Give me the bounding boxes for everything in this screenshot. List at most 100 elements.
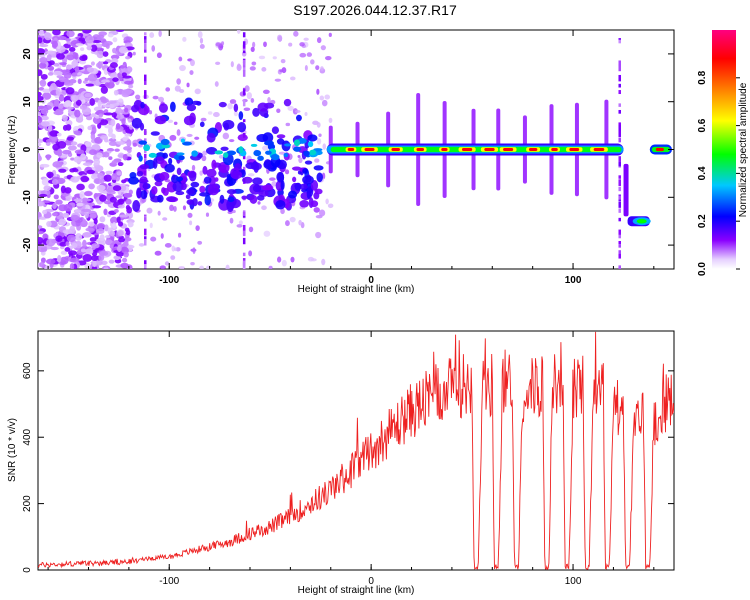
heatmap-cell [100,85,108,94]
heatmap-cell [593,148,605,151]
heatmap-cell [97,223,106,229]
heatmap-cell [250,46,255,52]
heatmap-cell [104,125,114,129]
heatmap-cell [618,138,621,143]
heatmap-cell [74,65,80,74]
heatmap-cell [298,157,303,164]
heatmap-cell [91,266,98,269]
heatmap-cell [215,61,221,66]
heatmap-cell [57,255,62,263]
heatmap-cell [292,176,297,183]
heatmap-cell [39,79,47,87]
heatmap-cell [38,86,45,91]
heatmap-cell [461,148,473,151]
heatmap-cell [123,89,134,94]
heatmap-cell [41,115,49,121]
heatmap-cell [90,113,97,118]
heatmap-cell [75,43,84,47]
heatmap-cell [278,151,286,155]
heatmap-cell [135,94,141,100]
y-tick-label: 200 [22,495,33,512]
heatmap-cell [115,113,125,120]
heatmap-cell [276,34,283,42]
heatmap-cell [85,83,94,87]
heatmap-cell [131,104,140,113]
heatmap-cell [56,132,62,137]
heatmap-cell [61,114,68,122]
heatmap-cell [98,113,104,118]
heatmap-cell [90,255,99,262]
heatmap-cell [180,182,187,191]
heatmap-cell [206,168,217,178]
heatmap-cell [123,240,129,248]
heatmap-cell [206,147,218,155]
heatmap-cell [316,122,321,128]
heatmap-cell [197,31,203,38]
heatmap-cell [175,190,185,196]
heatmap-cell [143,182,149,190]
heatmap-cell [315,231,322,239]
heatmap-cell [242,32,246,38]
spectrogram-ylabel: Frequency (Hz) [7,116,18,185]
heatmap-cell [66,234,76,243]
heatmap-cell [192,247,196,254]
heatmap-cell [220,146,229,151]
heatmap-cell [272,56,277,60]
heatmap-cell [287,190,298,199]
heatmap-cell [140,101,145,109]
heatmap-cell [64,247,71,252]
heatmap-cell [38,200,45,207]
heatmap-cell [262,145,269,151]
heatmap-cell [58,104,64,109]
heatmap-cell [251,61,257,66]
heatmap-cell [38,111,42,117]
heatmap-cell [53,194,59,200]
heatmap-cell [52,161,63,168]
heatmap-cell [38,95,44,102]
heatmap-cell [102,104,112,108]
heatmap-cell [93,218,98,225]
heatmap-cell [324,94,331,100]
heatmap-cell [52,70,63,76]
heatmap-cell [271,126,280,135]
heatmap-cell [205,212,210,217]
heatmap-cell [225,264,230,269]
heatmap-cell [294,182,302,191]
heatmap-cell [159,265,166,269]
heatmap-cell [203,176,212,184]
heatmap-cell [99,250,109,256]
heatmap-cell [160,233,164,239]
heatmap-cell [238,220,243,225]
heatmap-cell [199,265,204,269]
heatmap-cell [70,94,79,102]
heatmap-cell [249,194,258,204]
heatmap-cell [128,189,133,195]
heatmap-cell [144,39,147,43]
heatmap-cell [112,185,122,192]
heatmap-cell [242,252,246,257]
heatmap-cell [284,143,292,147]
heatmap-cell [219,194,225,204]
heatmap-cell [249,66,256,71]
heatmap-cell [149,222,153,229]
heatmap-cell [115,195,123,199]
heatmap-cell [84,191,93,197]
heatmap-cell [99,234,105,242]
x-tick-label: 0 [368,576,374,587]
heatmap-cell [38,116,43,124]
heatmap-cell [45,50,56,55]
heatmap-cell [144,74,147,82]
heatmap-cell [89,213,97,219]
heatmap-cell [231,209,236,214]
heatmap-cell [618,175,621,179]
heatmap-cell [188,171,197,182]
heatmap-cell [51,212,58,217]
heatmap-cell [243,107,251,111]
heatmap-cell [53,62,60,67]
heatmap-cell [158,96,165,102]
heatmap-cell [46,154,51,161]
heatmap-cell [115,252,125,257]
heatmap-cell [618,162,621,167]
heatmap-cell [321,258,326,266]
